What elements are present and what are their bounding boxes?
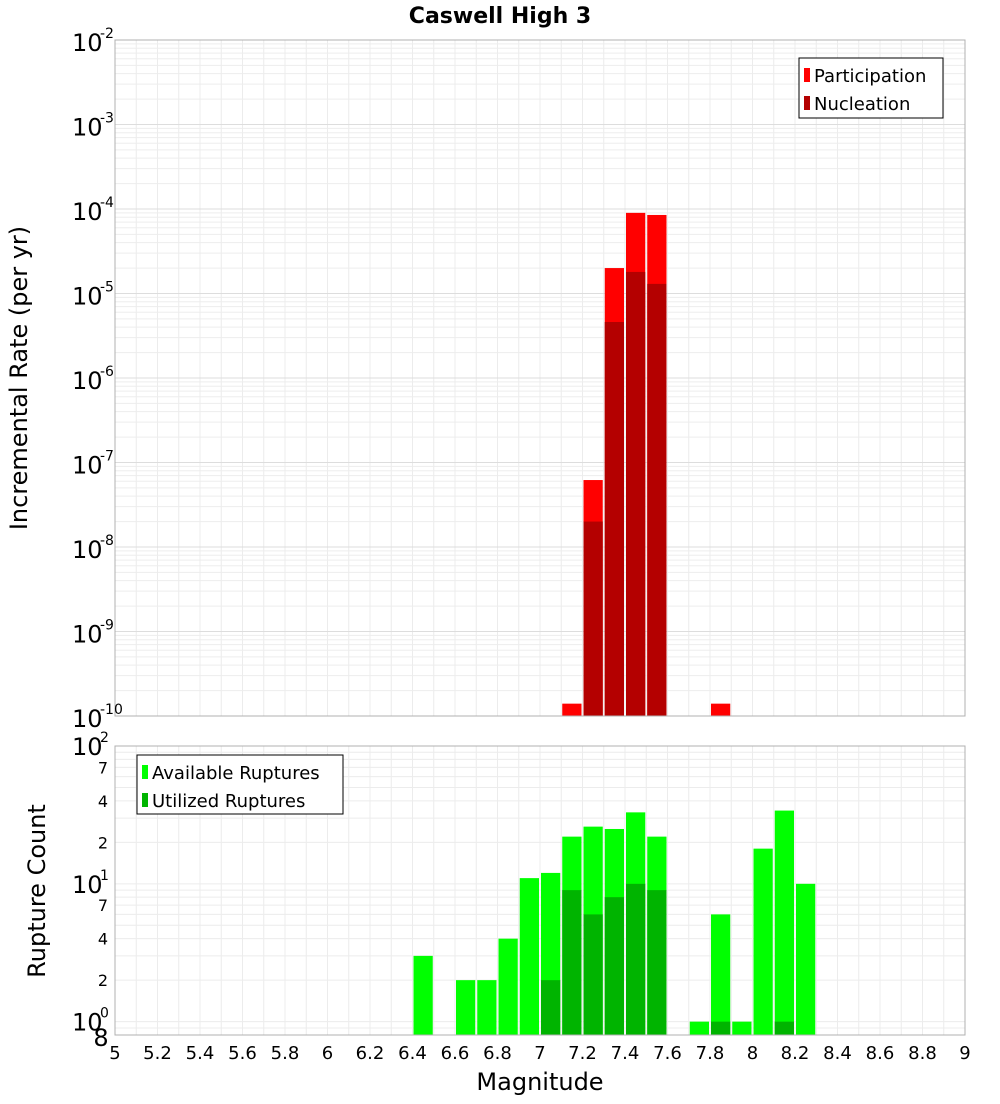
x-tick-label: 7 <box>534 1043 545 1064</box>
bottom-y-minor-tick: 2 <box>98 833 108 852</box>
x-tick-label: 6.6 <box>441 1043 470 1064</box>
top-y-tick-exp: -4 <box>100 195 114 211</box>
bottom-legend-label: Utilized Ruptures <box>152 791 305 812</box>
bottom-y-minor-tick: 2 <box>98 971 108 990</box>
x-tick-label: 6.8 <box>483 1043 512 1064</box>
top-y-tick-exp: -9 <box>100 618 114 634</box>
bottom-y-minor-tick: 8 <box>93 1024 108 1052</box>
top-y-axis-label: Incremental Rate (per yr) <box>5 226 33 530</box>
bottom-available-ruptures-bar <box>498 938 518 1035</box>
bottom-utilized-ruptures-bar <box>774 1021 794 1035</box>
top-participation-bar <box>711 703 731 716</box>
top-legend-label: Nucleation <box>814 94 910 115</box>
bottom-utilized-ruptures-bar <box>711 1021 731 1035</box>
bottom-y-tick-base: 10 <box>72 733 103 761</box>
bottom-utilized-ruptures-bar <box>604 897 624 1035</box>
top-plot-border <box>114 39 966 717</box>
bottom-available-ruptures-bar <box>519 878 539 1035</box>
top-y-tick-exp: -6 <box>100 364 114 380</box>
x-tick-label: 8 <box>747 1043 758 1064</box>
bottom-y-tick-exp: 1 <box>100 868 109 884</box>
top-y-tick-base: 10 <box>72 29 103 57</box>
x-tick-label: 8.4 <box>823 1043 852 1064</box>
top-nucleation-bar <box>647 283 667 716</box>
bottom-legend-swatch <box>142 793 148 807</box>
bottom-available-ruptures-bar <box>774 810 794 1035</box>
x-tick-label: 5.6 <box>228 1043 257 1064</box>
bottom-legend-box <box>136 754 344 815</box>
bottom-y-tick-base: 10 <box>72 1009 103 1037</box>
x-tick-label: 6.4 <box>398 1043 427 1064</box>
top-legend-box <box>798 57 944 119</box>
top-y-tick-exp: -8 <box>100 533 114 549</box>
x-tick-label: 7.6 <box>653 1043 682 1064</box>
bottom-utilized-ruptures-bar <box>562 890 582 1035</box>
bottom-y-minor-tick: 4 <box>98 930 108 949</box>
x-tick-label: 6.2 <box>356 1043 385 1064</box>
bottom-available-ruptures-bar <box>477 980 497 1035</box>
x-tick-label: 7.8 <box>696 1043 725 1064</box>
x-tick-label: 8.2 <box>781 1043 810 1064</box>
top-y-tick-base: 10 <box>72 367 103 395</box>
x-tick-label: 8.8 <box>908 1043 937 1064</box>
bottom-plot-border <box>114 745 966 1036</box>
bottom-available-ruptures-bar <box>413 955 433 1035</box>
x-tick-label: 5 <box>109 1043 120 1064</box>
top-y-tick-exp: -2 <box>100 26 114 42</box>
bottom-y-tick-exp: 2 <box>100 730 109 746</box>
top-participation-bar <box>562 703 582 716</box>
top-y-tick-exp: -5 <box>100 280 114 296</box>
bottom-y-axis-label: Rupture Count <box>23 804 51 978</box>
top-y-tick-base: 10 <box>72 114 103 142</box>
bottom-y-minor-tick: 4 <box>98 792 108 811</box>
x-axis-label: Magnitude <box>476 1068 603 1096</box>
x-tick-label: 5.8 <box>271 1043 300 1064</box>
top-nucleation-bar <box>604 321 624 716</box>
top-legend-label: Participation <box>814 66 926 87</box>
top-y-tick-base: 10 <box>72 452 103 480</box>
x-tick-label: 9 <box>959 1043 970 1064</box>
bottom-y-tick-exp: 0 <box>100 1006 109 1022</box>
top-y-tick-base: 10 <box>72 705 103 733</box>
top-y-tick-base: 10 <box>72 536 103 564</box>
bottom-y-tick-base: 10 <box>72 871 103 899</box>
bottom-available-ruptures-bar <box>689 1021 709 1035</box>
bottom-y-minor-tick: 7 <box>98 896 108 915</box>
top-y-tick-exp: -10 <box>100 702 123 718</box>
top-legend-swatch <box>804 68 810 82</box>
x-tick-label: 7.2 <box>568 1043 597 1064</box>
top-legend-swatch <box>804 96 810 110</box>
x-tick-label: 5.2 <box>143 1043 172 1064</box>
top-y-tick-base: 10 <box>72 621 103 649</box>
bottom-available-ruptures-bar <box>732 1021 752 1035</box>
bottom-available-ruptures-bar <box>456 980 476 1035</box>
top-y-tick-exp: -7 <box>100 449 114 465</box>
bottom-utilized-ruptures-bar <box>626 883 646 1035</box>
bottom-available-ruptures-bar <box>796 883 816 1035</box>
top-nucleation-bar <box>626 271 646 716</box>
bottom-utilized-ruptures-bar <box>541 980 561 1035</box>
chart-title: Caswell High 3 <box>409 4 591 29</box>
top-y-tick-exp: -3 <box>100 111 114 127</box>
bottom-available-ruptures-bar <box>711 914 731 1035</box>
bottom-utilized-ruptures-bar <box>583 914 603 1035</box>
bottom-legend-label: Available Ruptures <box>152 763 320 784</box>
bottom-y-minor-tick: 7 <box>98 758 108 777</box>
x-tick-label: 7.4 <box>611 1043 640 1064</box>
x-tick-label: 8.6 <box>866 1043 895 1064</box>
bottom-available-ruptures-bar <box>753 848 773 1035</box>
x-tick-label: 5.4 <box>186 1043 215 1064</box>
x-tick-label: 6 <box>322 1043 333 1064</box>
bottom-legend-swatch <box>142 765 148 779</box>
top-y-tick-base: 10 <box>72 198 103 226</box>
top-y-tick-base: 10 <box>72 283 103 311</box>
top-nucleation-bar <box>583 521 603 716</box>
bottom-utilized-ruptures-bar <box>647 890 667 1035</box>
